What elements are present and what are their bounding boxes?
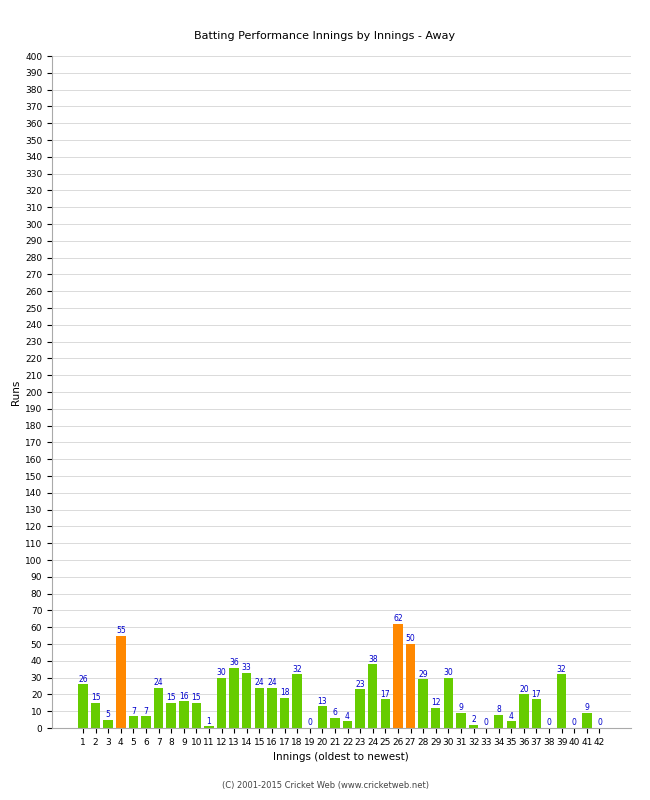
Bar [255, 688, 264, 728]
Bar [242, 673, 252, 728]
Bar [91, 702, 100, 728]
Bar [204, 726, 214, 728]
Bar [217, 678, 226, 728]
Text: 9: 9 [458, 703, 463, 712]
Text: 36: 36 [229, 658, 239, 667]
Text: 50: 50 [406, 634, 415, 643]
Text: 15: 15 [166, 694, 176, 702]
Bar [519, 694, 528, 728]
Text: 29: 29 [419, 670, 428, 678]
Text: 32: 32 [557, 665, 567, 674]
Bar [532, 699, 541, 728]
Bar [469, 725, 478, 728]
Text: 24: 24 [154, 678, 163, 687]
Bar [154, 688, 163, 728]
Text: 0: 0 [572, 718, 577, 727]
Text: 17: 17 [532, 690, 541, 699]
Bar [330, 718, 340, 728]
Text: 24: 24 [255, 678, 264, 687]
Text: 26: 26 [78, 675, 88, 684]
Bar [368, 664, 378, 728]
Bar [292, 674, 302, 728]
Bar [343, 722, 352, 728]
Text: 1: 1 [207, 717, 211, 726]
Bar [78, 684, 88, 728]
Text: 2: 2 [471, 715, 476, 724]
Bar [406, 644, 415, 728]
Text: 24: 24 [267, 678, 277, 687]
Bar [192, 702, 201, 728]
Text: 4: 4 [345, 712, 350, 721]
Bar [103, 720, 113, 728]
Text: 30: 30 [216, 668, 226, 677]
Bar [506, 722, 516, 728]
Text: 62: 62 [393, 614, 403, 623]
Text: 0: 0 [307, 718, 312, 727]
Text: Batting Performance Innings by Innings - Away: Batting Performance Innings by Innings -… [194, 31, 456, 41]
Text: 9: 9 [584, 703, 590, 712]
Text: 32: 32 [292, 665, 302, 674]
Text: 38: 38 [368, 654, 378, 664]
Text: 13: 13 [318, 697, 327, 706]
Bar [141, 716, 151, 728]
Bar [166, 702, 176, 728]
Bar [356, 690, 365, 728]
Text: 5: 5 [106, 710, 110, 719]
Bar [393, 624, 402, 728]
Text: 23: 23 [356, 680, 365, 689]
Bar [179, 701, 188, 728]
Text: 33: 33 [242, 663, 252, 672]
Text: 0: 0 [597, 718, 602, 727]
Text: 7: 7 [144, 706, 148, 716]
Text: (C) 2001-2015 Cricket Web (www.cricketweb.net): (C) 2001-2015 Cricket Web (www.cricketwe… [222, 782, 428, 790]
Bar [443, 678, 453, 728]
Text: 18: 18 [280, 688, 289, 698]
Text: 30: 30 [443, 668, 453, 677]
Text: 12: 12 [431, 698, 441, 707]
Bar [431, 708, 441, 728]
Text: 8: 8 [497, 705, 501, 714]
Text: 15: 15 [192, 694, 202, 702]
Text: 17: 17 [380, 690, 390, 699]
Y-axis label: Runs: Runs [11, 379, 21, 405]
Bar [229, 667, 239, 728]
Bar [456, 713, 465, 728]
Text: 55: 55 [116, 626, 125, 635]
Bar [318, 706, 327, 728]
Bar [381, 699, 390, 728]
Bar [129, 716, 138, 728]
Text: 0: 0 [484, 718, 489, 727]
Bar [582, 713, 592, 728]
Text: 7: 7 [131, 706, 136, 716]
Bar [116, 635, 125, 728]
X-axis label: Innings (oldest to newest): Innings (oldest to newest) [274, 752, 409, 762]
Text: 4: 4 [509, 712, 514, 721]
Bar [419, 679, 428, 728]
Bar [267, 688, 277, 728]
Text: 6: 6 [333, 709, 337, 718]
Text: 16: 16 [179, 692, 188, 701]
Bar [494, 714, 504, 728]
Text: 15: 15 [91, 694, 101, 702]
Bar [557, 674, 566, 728]
Bar [280, 698, 289, 728]
Text: 0: 0 [547, 718, 552, 727]
Text: 20: 20 [519, 685, 528, 694]
